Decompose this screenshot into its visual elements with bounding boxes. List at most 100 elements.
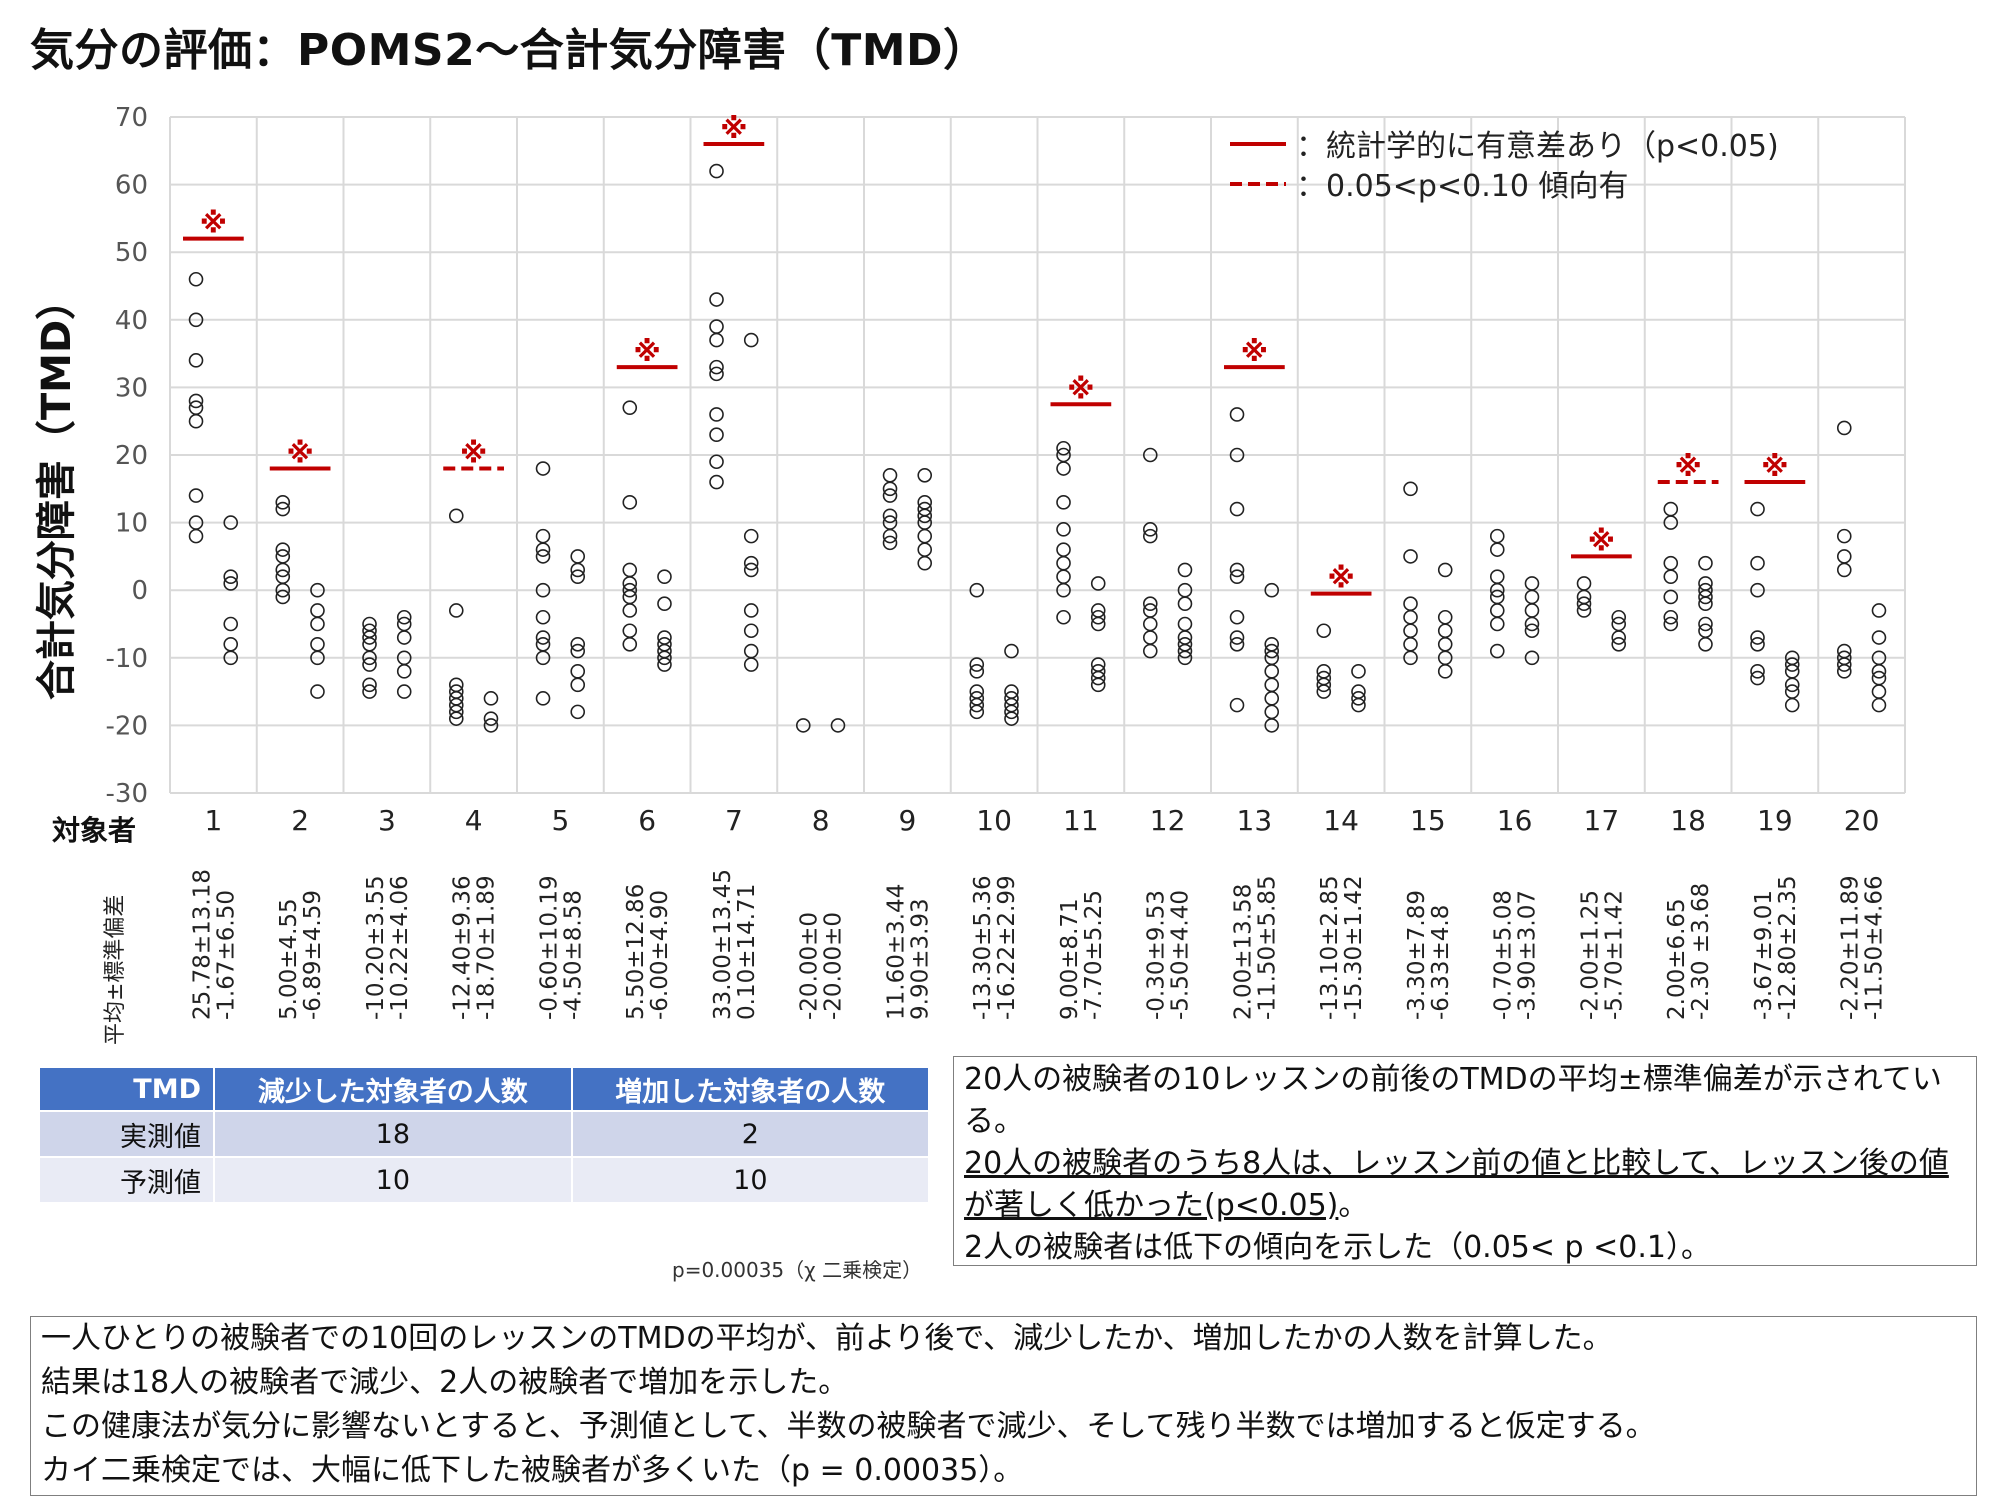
point-before	[1403, 636, 1418, 652]
point-after	[1177, 616, 1193, 632]
point-before	[1056, 569, 1071, 584]
mean-sd-before: 2.00±6.65	[1664, 898, 1690, 1020]
point-after	[570, 643, 586, 659]
asterisk-icon: ※	[634, 335, 661, 368]
mean-sd-after: -6.33±4.8	[1428, 905, 1454, 1020]
point-before	[969, 582, 985, 598]
point-before	[1142, 447, 1158, 463]
point-before	[1836, 657, 1852, 672]
point-before	[448, 711, 464, 726]
point-after	[310, 603, 325, 618]
point-after	[743, 603, 759, 618]
mean-sd-after: -1.67±6.50	[213, 890, 239, 1020]
count-table: TMD 減少した対象者の人数 増加した対象者の人数 実測値 18 2 予測値 1…	[40, 1068, 928, 1202]
mean-sd-after: -12.80±2.35	[1775, 875, 1801, 1020]
point-before	[448, 603, 464, 618]
point-before	[1489, 616, 1505, 632]
point-before	[1142, 522, 1158, 537]
x-axis-caption: 対象者	[52, 814, 136, 847]
point-after	[1090, 677, 1106, 693]
point-before	[1836, 549, 1852, 564]
mean-sd-after: 0.10±14.71	[734, 884, 760, 1020]
y-tick-label: 60	[115, 171, 148, 201]
legend: ：統計学的に有意差あり（p<0.05) ：0.05<p<0.10 傾向有	[1230, 129, 1779, 204]
note-line-suffix: 。	[1338, 1188, 1369, 1223]
table-cell: 10	[214, 1156, 573, 1202]
mean-sd-after: -5.50±4.40	[1168, 890, 1194, 1020]
point-after	[743, 562, 759, 578]
subject-label: 12	[1150, 804, 1186, 837]
subject-label: 13	[1237, 804, 1273, 837]
point-after	[223, 616, 239, 632]
legend-trend-label: ：0.05<p<0.10 傾向有	[1296, 169, 1628, 204]
point-before	[622, 636, 638, 652]
mean-sd-after: -16.22±2.99	[994, 875, 1020, 1020]
point-after	[483, 691, 499, 706]
point-before	[622, 400, 638, 415]
point-before	[1229, 407, 1245, 422]
point-after	[1264, 664, 1280, 679]
mean-sd-after: -3.90±3.07	[1515, 890, 1541, 1020]
point-before	[882, 488, 898, 503]
point-after	[483, 711, 499, 726]
table-cell: 2	[571, 1110, 928, 1157]
point-after	[1611, 630, 1627, 645]
point-after	[1264, 691, 1280, 706]
point-after	[743, 332, 759, 348]
point-before	[1750, 670, 1765, 686]
point-after	[1871, 684, 1887, 699]
explanation-line: カイ二乗検定では、大幅に低下した被験者が多くいた（p = 0.00035）。	[41, 1453, 1024, 1488]
explanation-line: 結果は18人の被験者で減少、2人の被験者で増加を示した。	[41, 1365, 849, 1400]
point-before	[362, 630, 377, 645]
subject-label: 10	[976, 804, 1012, 837]
mean-sd-before: -3.67±9.01	[1751, 890, 1777, 1020]
point-before	[1750, 555, 1765, 571]
point-after	[1524, 589, 1540, 605]
point-after	[1437, 609, 1453, 625]
point-before	[1576, 603, 1592, 618]
point-before	[188, 312, 204, 328]
point-before	[709, 292, 724, 307]
point-after	[743, 643, 759, 659]
point-after	[570, 569, 586, 584]
point-after	[1264, 643, 1280, 659]
point-after	[1611, 609, 1627, 625]
point-before	[1229, 697, 1245, 713]
y-axis-label: 合計気分障害（TMD）	[34, 280, 80, 700]
point-before	[275, 582, 291, 598]
point-after	[1871, 630, 1887, 645]
y-tick-label: 40	[115, 306, 148, 336]
table-header-cell: 減少した対象者の人数	[214, 1068, 573, 1111]
mean-sd-after: -11.50±5.85	[1254, 875, 1280, 1020]
data-points	[188, 163, 1887, 733]
mean-sd-before: -2.20±11.89	[1838, 875, 1864, 1020]
point-before	[709, 454, 724, 470]
point-before	[188, 393, 204, 409]
point-after	[310, 616, 325, 632]
significance-markers: ※ ※ ※ ※ ※ ※ ※ ※ ※ ※ ※	[183, 112, 1806, 596]
point-before	[1489, 582, 1505, 598]
table-row: 実測値 18 2	[40, 1110, 928, 1157]
mean-sd-after: -5.70±1.42	[1601, 890, 1627, 1020]
point-after	[917, 508, 933, 524]
point-before	[1056, 555, 1071, 571]
point-before	[1663, 501, 1679, 517]
point-before	[1229, 609, 1245, 625]
point-after	[310, 650, 325, 666]
point-after	[1437, 664, 1453, 679]
explanation-box: 一人ひとりの被験者での10回のレッスンのTMDの平均が、前より後で、減少したか、…	[30, 1316, 1977, 1496]
mean-sd-after: -18.70±1.89	[474, 875, 500, 1020]
point-after	[743, 528, 759, 544]
table-row: 予測値 10 10	[40, 1156, 928, 1202]
subject-label: 20	[1844, 804, 1880, 837]
mean-sd-after: -15.30±1.42	[1341, 875, 1367, 1020]
point-after	[1177, 596, 1193, 612]
y-axis-ticks: -30 -20 -10 0 10 20 30 40 50 60 70	[106, 103, 148, 809]
point-before	[1142, 596, 1158, 612]
point-after	[1524, 650, 1540, 666]
point-before	[535, 609, 551, 625]
table-header-cell: 増加した対象者の人数	[571, 1068, 928, 1111]
point-after	[1351, 691, 1366, 706]
point-after	[570, 704, 586, 720]
point-before	[275, 495, 291, 510]
